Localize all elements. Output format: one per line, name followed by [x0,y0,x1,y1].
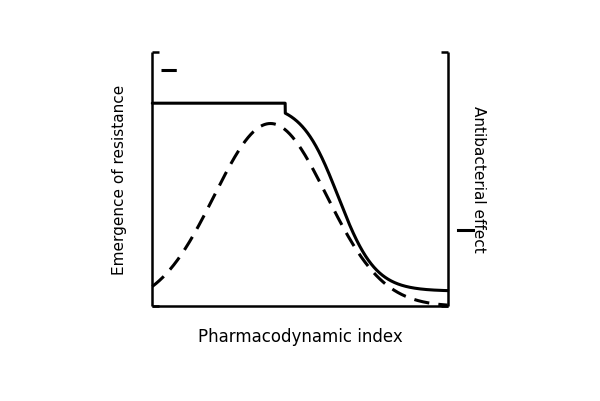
Text: Antibacterial effect: Antibacterial effect [471,106,486,253]
Text: Emergence of resistance: Emergence of resistance [112,84,127,275]
Text: Pharmacodynamic index: Pharmacodynamic index [197,328,403,346]
